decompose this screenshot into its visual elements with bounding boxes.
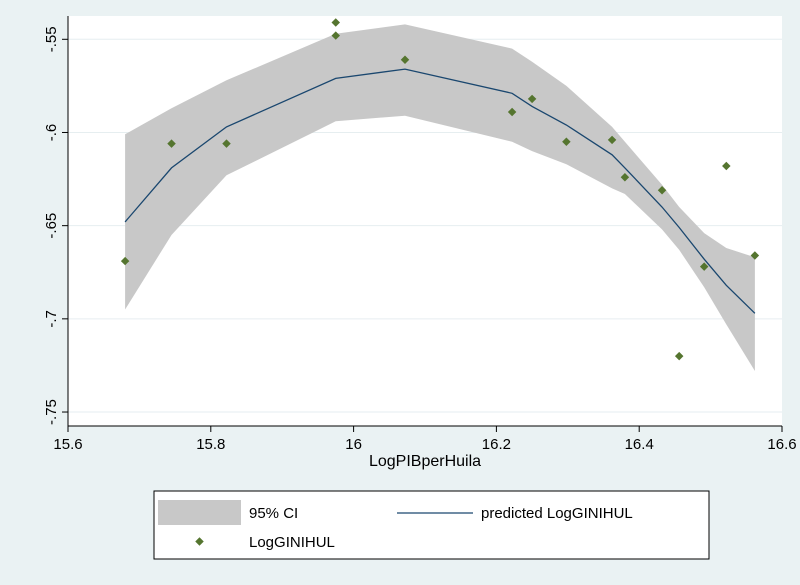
data-point [699, 262, 709, 271]
data-point [674, 351, 684, 361]
x-tick-label: 16.6 [767, 436, 796, 453]
legend-ci-swatch [158, 500, 241, 525]
legend-points-label: LogGINIHUL [249, 534, 335, 551]
x-ticks: 15.6 15.8 16 16.2 16.4 16.6 [53, 426, 797, 453]
ci-band-area [125, 24, 755, 372]
data-point [400, 55, 410, 65]
fit-line [124, 68, 756, 314]
x-axis-title: LogPIBperHuila [369, 453, 481, 470]
data-point [331, 31, 340, 40]
y-tick-label: -.6 [43, 124, 60, 142]
data-point [222, 139, 231, 148]
fit-line-group [124, 68, 756, 314]
y-ticks: -.55 -.6 -.65 -.7 -.75 [43, 26, 68, 425]
legend: 95% CI predicted LogGINIHUL LogGINIHUL [153, 490, 710, 560]
legend-ci-label: 95% CI [249, 505, 298, 522]
y-tick-label: -.7 [43, 310, 60, 328]
axes [67, 16, 782, 427]
y-tick-label: -.55 [43, 26, 60, 52]
y-tick-label: -.65 [43, 213, 60, 239]
legend-box [153, 490, 710, 560]
ci-band [125, 24, 755, 372]
x-tick-label: 15.6 [53, 436, 82, 453]
scatter-points [120, 18, 760, 361]
y-tick-label: -.75 [43, 399, 60, 425]
data-point [120, 256, 130, 266]
x-tick-label: 15.8 [196, 436, 225, 453]
x-tick-label: 16.4 [625, 436, 654, 453]
data-point [331, 18, 340, 27]
x-tick-label: 16 [345, 436, 362, 453]
x-tick-label: 16.2 [482, 436, 511, 453]
legend-line-label: predicted LogGINIHUL [481, 505, 633, 522]
data-point [167, 139, 176, 148]
